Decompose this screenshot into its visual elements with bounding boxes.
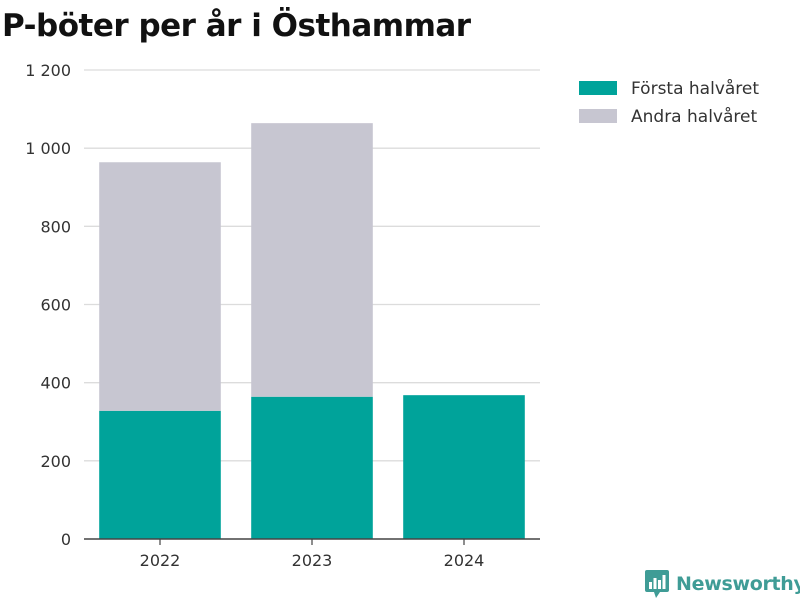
y-tick-label: 1 200	[25, 61, 71, 80]
x-tick-label: 2022	[140, 551, 181, 570]
newsworthy-logo: Newsworthy	[644, 569, 800, 599]
legend-label: Andra halvåret	[631, 106, 757, 127]
y-tick-label: 600	[40, 296, 71, 315]
legend: Första halvåret Andra halvåret	[579, 78, 759, 127]
x-axis-ticks: 2022 2023 2024	[140, 539, 485, 570]
bar-segment	[251, 396, 373, 539]
bar-segment	[99, 162, 221, 411]
y-tick-label: 400	[40, 374, 71, 393]
bar-chart-speech-bubble-icon	[645, 570, 669, 598]
chart-title: P-böter per år i Östhammar	[2, 8, 471, 44]
x-tick-label: 2024	[444, 551, 485, 570]
bar-segment	[251, 123, 373, 397]
y-tick-label: 1 000	[25, 139, 71, 158]
y-axis-ticks: 0 200 400 600 800 1 000 1 200	[25, 61, 71, 549]
bar-segment	[403, 395, 525, 539]
bars	[99, 123, 525, 539]
y-tick-label: 0	[61, 530, 71, 549]
y-tick-label: 200	[40, 452, 71, 471]
bar-segment	[99, 410, 221, 539]
x-tick-label: 2023	[292, 551, 333, 570]
legend-swatch	[579, 109, 617, 123]
legend-label: Första halvåret	[631, 78, 759, 99]
y-tick-label: 800	[40, 217, 71, 236]
legend-swatch	[579, 81, 617, 95]
brand-name: Newsworthy	[676, 573, 800, 595]
